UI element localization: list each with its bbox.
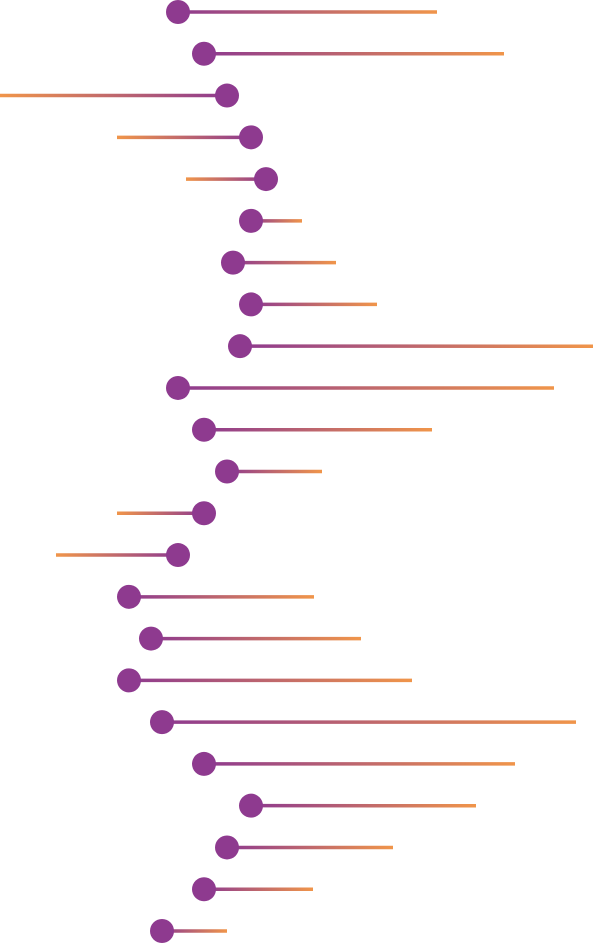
dot: [192, 751, 216, 776]
dot: [215, 835, 239, 860]
dot: [192, 417, 216, 442]
dot: [117, 584, 141, 609]
dot: [215, 83, 239, 108]
dot: [228, 334, 252, 359]
dot: [192, 501, 216, 526]
dot: [254, 167, 278, 192]
dot: [215, 459, 239, 484]
dot: [192, 41, 216, 66]
dot: [166, 543, 190, 568]
dot: [139, 626, 163, 651]
dot: [239, 793, 263, 818]
dot: [239, 125, 263, 150]
dot: [239, 292, 263, 317]
dot: [117, 668, 141, 693]
dot: [239, 208, 263, 233]
dot: [192, 877, 216, 902]
dot: [150, 710, 174, 735]
dot: [166, 375, 190, 400]
dot: [150, 919, 174, 943]
dot: [221, 250, 245, 275]
dot: [166, 0, 190, 24]
